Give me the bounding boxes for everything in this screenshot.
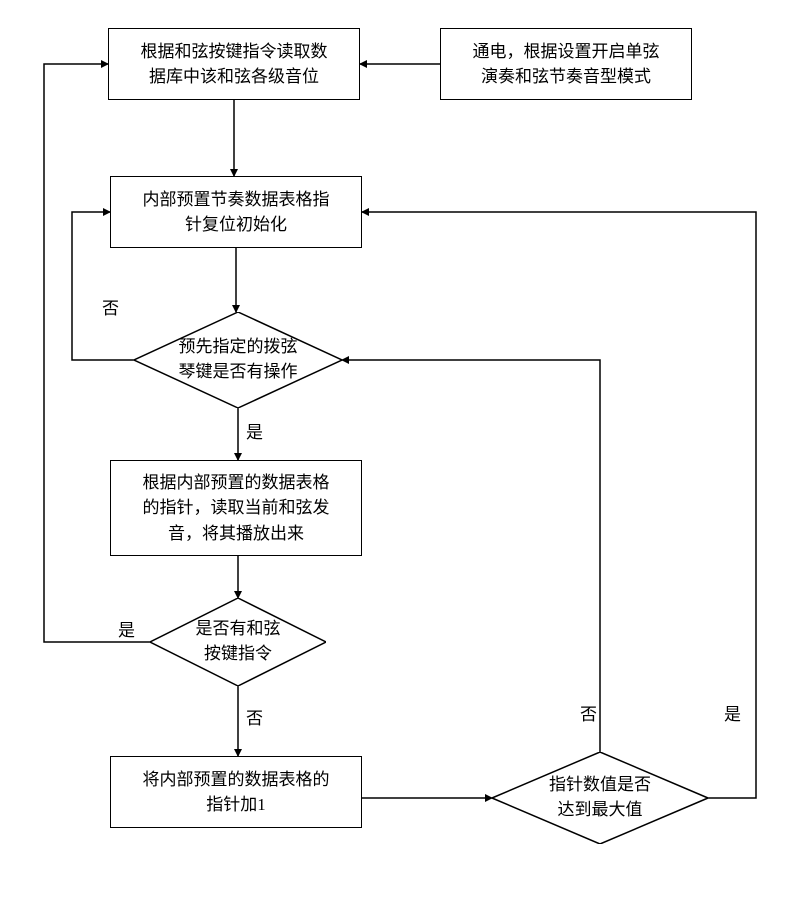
node-text: 根据和弦按键指令读取数据库中该和弦各级音位 xyxy=(141,39,328,90)
node-text: 根据内部预置的数据表格的指针，读取当前和弦发音，将其播放出来 xyxy=(143,470,330,547)
node-text: 是否有和弦按键指令 xyxy=(196,617,281,666)
decision-pointer-max: 指针数值是否达到最大值 xyxy=(492,752,708,844)
node-text: 通电，根据设置开启单弦演奏和弦节奏音型模式 xyxy=(473,39,660,90)
decision-chord-key-cmd: 是否有和弦按键指令 xyxy=(150,598,326,686)
label-no: 否 xyxy=(244,710,265,727)
node-play-chord: 根据内部预置的数据表格的指针，读取当前和弦发音，将其播放出来 xyxy=(110,460,362,556)
node-read-chord-db: 根据和弦按键指令读取数据库中该和弦各级音位 xyxy=(108,28,360,100)
label-yes: 是 xyxy=(116,622,137,639)
label-no: 否 xyxy=(578,706,599,723)
node-text: 指针数值是否达到最大值 xyxy=(549,773,651,822)
label-no: 否 xyxy=(100,300,121,317)
node-reset-pointer: 内部预置节奏数据表格指针复位初始化 xyxy=(110,176,362,248)
label-yes: 是 xyxy=(244,424,265,441)
node-increment-pointer: 将内部预置的数据表格的指针加1 xyxy=(110,756,362,828)
node-text: 内部预置节奏数据表格指针复位初始化 xyxy=(143,187,330,238)
node-text: 将内部预置的数据表格的指针加1 xyxy=(143,767,330,818)
label-yes: 是 xyxy=(722,706,743,723)
node-power-on: 通电，根据设置开启单弦演奏和弦节奏音型模式 xyxy=(440,28,692,100)
node-text: 预先指定的拨弦琴键是否有操作 xyxy=(179,335,298,384)
decision-key-operated: 预先指定的拨弦琴键是否有操作 xyxy=(134,312,342,408)
